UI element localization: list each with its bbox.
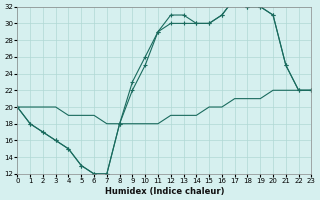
X-axis label: Humidex (Indice chaleur): Humidex (Indice chaleur) — [105, 187, 224, 196]
